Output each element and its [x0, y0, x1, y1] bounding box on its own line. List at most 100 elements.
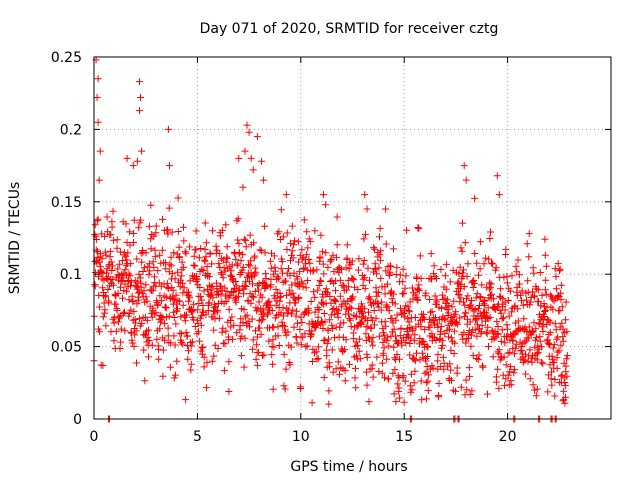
data-point [222, 298, 230, 305]
data-point [333, 305, 341, 313]
data-point [450, 297, 458, 305]
data-point [555, 347, 563, 355]
data-point [195, 328, 202, 336]
data-point [265, 297, 273, 305]
data-point [179, 279, 186, 287]
data-point [432, 336, 440, 344]
data-point [387, 263, 395, 270]
data-point [532, 325, 540, 333]
data-point [466, 318, 474, 326]
data-point [515, 271, 523, 279]
data-point [372, 314, 380, 322]
data-point [97, 268, 105, 276]
data-point [532, 334, 540, 342]
data-point [316, 276, 324, 284]
data-point [130, 216, 138, 224]
data-point [117, 325, 125, 333]
data-point [352, 384, 360, 392]
data-point [374, 289, 382, 296]
data-point [401, 284, 409, 292]
data-point [517, 291, 525, 299]
data-point [127, 306, 135, 314]
data-point [294, 295, 302, 303]
data-point [448, 303, 456, 311]
data-point [289, 306, 297, 314]
data-point [559, 325, 567, 333]
data-point [422, 289, 430, 297]
data-point [355, 266, 362, 274]
data-point [208, 260, 216, 268]
data-point [297, 385, 305, 392]
data-point [558, 319, 566, 327]
data-point [144, 263, 152, 271]
data-point [130, 342, 138, 350]
data-point [494, 365, 502, 373]
data-point [359, 260, 367, 268]
data-point [375, 264, 383, 272]
data-point [352, 364, 359, 372]
data-point [220, 367, 228, 375]
data-point [371, 321, 378, 329]
data-point [381, 374, 388, 382]
data-point [140, 346, 148, 354]
data-point [346, 303, 354, 311]
data-point [511, 366, 519, 374]
chart-title: Day 071 of 2020, SRMTID for receiver czt… [200, 21, 499, 37]
data-point [541, 286, 549, 294]
data-point [170, 308, 178, 316]
data-point [430, 262, 438, 270]
data-point [550, 359, 558, 367]
data-point [181, 248, 189, 256]
data-point [242, 236, 250, 244]
data-point [563, 352, 571, 360]
data-point [407, 335, 415, 343]
data-point [123, 154, 131, 162]
data-point [504, 371, 512, 379]
data-point [331, 297, 339, 304]
data-point [132, 319, 140, 327]
data-point [290, 269, 298, 277]
data-point [452, 308, 460, 316]
data-point [466, 372, 473, 380]
data-point [187, 339, 195, 346]
data-point [534, 286, 542, 294]
data-point [313, 355, 321, 363]
data-point [121, 327, 129, 335]
data-point [198, 296, 206, 304]
data-point [551, 392, 559, 400]
data-point [165, 312, 173, 320]
data-point [300, 216, 308, 224]
data-point [157, 316, 165, 324]
x-tick-label: 0 [90, 429, 99, 445]
data-point [432, 314, 439, 322]
data-point [304, 244, 312, 252]
plot-frame [93, 56, 612, 420]
data-point [137, 216, 145, 224]
data-point [261, 222, 269, 230]
data-point [424, 343, 432, 351]
data-point [552, 273, 560, 281]
data-point [310, 288, 318, 296]
data-point [192, 246, 200, 254]
data-point [355, 255, 363, 263]
data-point [445, 309, 453, 317]
data-point [248, 315, 256, 323]
data-point [200, 363, 208, 371]
data-point [487, 228, 494, 236]
data-point [274, 323, 282, 331]
data-point [158, 297, 166, 305]
data-point [255, 298, 263, 306]
data-point [459, 219, 466, 227]
data-point [482, 309, 490, 317]
data-point [107, 258, 115, 266]
data-point [260, 176, 268, 184]
data-point [343, 286, 351, 294]
data-point [229, 335, 237, 343]
data-point [533, 356, 541, 364]
data-point [183, 311, 190, 319]
data-point [538, 291, 546, 299]
data-point [295, 258, 302, 266]
data-point [433, 320, 441, 328]
data-point [510, 369, 518, 377]
